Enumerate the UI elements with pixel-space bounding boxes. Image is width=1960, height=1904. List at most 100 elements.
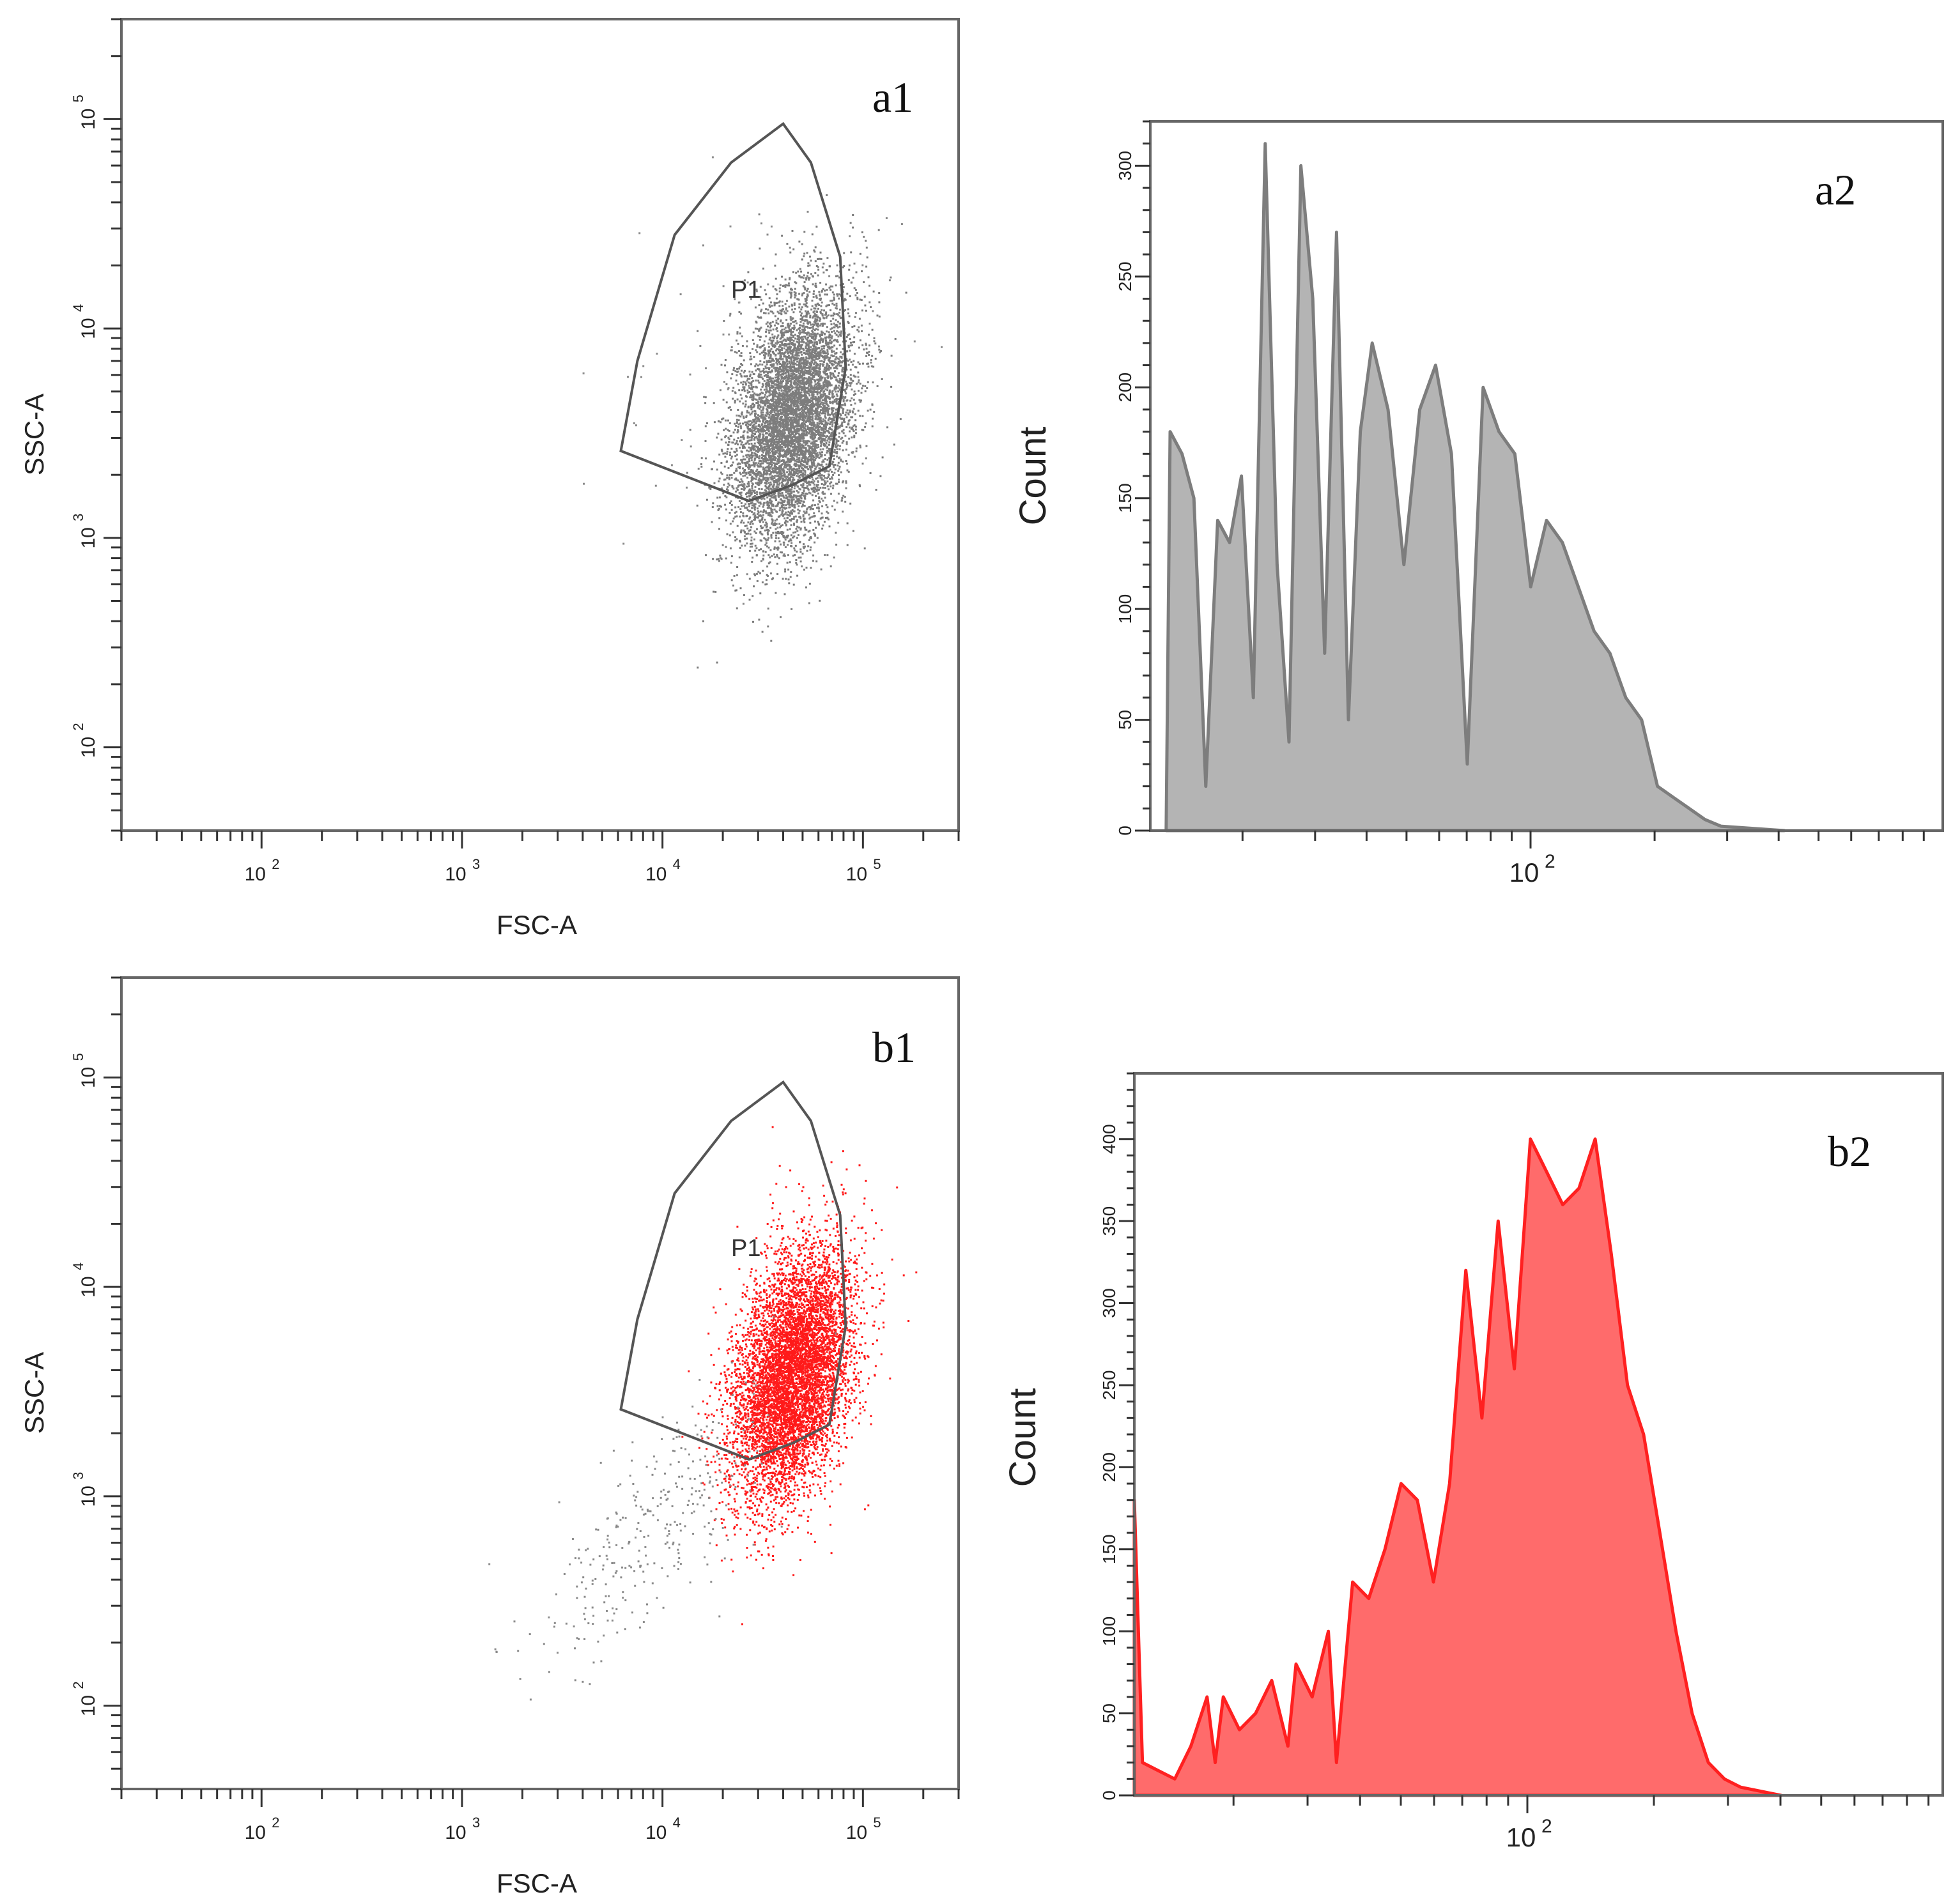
a1-event-P1-1440 [772, 441, 775, 444]
a1-event-P1-4485 [776, 376, 778, 379]
a1-event-P1-1233 [833, 293, 835, 296]
a1-event-P1-1549 [759, 501, 762, 503]
a1-event-P1-933 [819, 397, 821, 399]
a1-event-P1-4906 [781, 505, 783, 507]
a1-event-P1-326 [740, 363, 743, 365]
a1-event-P1-3752 [750, 396, 753, 399]
a1-event-P1-2713 [842, 266, 844, 268]
a1-event-P1-4805 [809, 314, 812, 317]
a1-event-P1-630 [769, 387, 772, 389]
a1-event-P1-4635 [774, 450, 776, 453]
a1-event-P1-1420 [767, 459, 769, 462]
a1-event-P1-2804 [809, 256, 811, 258]
a1-event-P1-3198 [832, 415, 835, 418]
a1-event-P1-230 [760, 376, 763, 379]
a1-event-P1-3422 [837, 326, 839, 329]
a1-event-P1-105 [787, 450, 790, 453]
a1-event-P1-4784 [822, 351, 824, 354]
a1-event-P1-4507 [766, 412, 769, 415]
a1-event-P1-3550 [792, 453, 794, 456]
a1-event-P1-3229 [737, 466, 740, 468]
a1-event-P1-3 [727, 482, 730, 485]
a1-event-P1-815 [766, 402, 769, 404]
a1-event-P1-2560 [755, 363, 758, 365]
a1-event-P1-4665 [736, 463, 739, 466]
a1-event-P1-1993 [866, 351, 868, 354]
a1-event-P1-1984 [730, 477, 733, 479]
a1-event-P1-2684 [765, 371, 768, 372]
a1-event-P1-1918 [840, 404, 843, 406]
a1-event-P1-4504 [828, 418, 830, 420]
a1-event-P1-1579 [749, 424, 752, 426]
a1-event-P1-3455 [753, 585, 755, 588]
a1-event-P1-2237 [767, 353, 769, 355]
a1-event-P1-4527 [769, 470, 771, 472]
a1-event-P1-4440 [785, 344, 788, 347]
a1-event-P1-2661 [748, 440, 750, 442]
a1-event-P1-4233 [739, 400, 741, 403]
a1-event-P1-2152 [791, 505, 794, 507]
a1-event-P1-4300 [776, 472, 778, 475]
a1-event-P1-1759 [796, 472, 799, 475]
a1-event-P1-4526 [821, 399, 824, 401]
a1-event-P1-3143 [727, 448, 729, 450]
a1-event-P1-2811 [765, 330, 768, 333]
a1-event-P1-2736 [802, 366, 805, 369]
a1-event-P1-778 [763, 361, 766, 364]
a1-event-P1-3040 [831, 476, 833, 479]
a1-event-P1-3896 [757, 516, 759, 519]
a1-event-P1-1908 [843, 417, 845, 420]
a1-event-P1-2178 [782, 456, 784, 458]
a1-event-P1-2994 [810, 346, 812, 348]
a1-event-P1-3247 [737, 409, 739, 411]
a1-event-P1-495 [815, 484, 818, 486]
a1-event-P1-4838 [858, 330, 860, 333]
a1-event-P1-4965 [855, 447, 858, 450]
a1-event-P1-3841 [828, 432, 831, 434]
a1-event-P1-808 [801, 410, 803, 413]
a1-event-P1-1497 [794, 288, 796, 290]
a1-event-P1-2507 [826, 376, 829, 379]
a1-event-P1-4782 [794, 292, 797, 295]
a1-event-P1-1109 [808, 365, 810, 367]
a1-event-P1-2366 [728, 476, 730, 479]
a1-event-P1-2639 [781, 440, 783, 442]
a1-event-P1-724 [819, 311, 822, 313]
a1-event-P1-1861 [801, 457, 804, 459]
a1-event-P1-2145 [721, 544, 724, 546]
a1-event-P1-1721 [833, 399, 836, 401]
a1-event-P1-296 [756, 344, 759, 346]
a1-event-P1-3873 [795, 272, 798, 274]
a1-event-P1-4174 [779, 366, 782, 368]
a1-event-P1-458 [762, 492, 764, 495]
a1-event-P1-2019 [864, 390, 867, 392]
a1-event-P1-312 [827, 512, 830, 514]
a1-event-P1-2196 [723, 429, 725, 431]
a1-event-P1-3819 [835, 532, 837, 534]
a1-event-P1-867 [765, 293, 768, 296]
a1-event-P1-4959 [824, 482, 827, 484]
a1-event-P1-4506 [840, 316, 842, 319]
a1-event-P1-4437 [810, 461, 813, 464]
a1-event-P1-1415 [830, 323, 833, 326]
a1-event-P1-2262 [780, 404, 783, 406]
a1-event-P1-2928 [767, 381, 769, 383]
a1-event-P1-1366 [803, 231, 806, 233]
a1-event-P1-2071 [781, 381, 783, 383]
a1-event-P1-1802 [720, 364, 723, 366]
a1-event-P1-2457 [800, 391, 803, 394]
a1-event-P1-732 [806, 296, 808, 299]
a1-event-P1-2645 [818, 374, 821, 376]
a1-event-P1-1733 [833, 395, 836, 398]
a1-event-P1-3298 [838, 474, 840, 477]
a1-event-P1-1291 [716, 505, 719, 507]
a1-event-P1-881 [741, 505, 743, 507]
a1-event-P1-718 [757, 368, 759, 370]
a1-event-P1-3149 [749, 420, 752, 422]
a1-event-P1-1659 [785, 367, 787, 369]
a1-event-P1-2144 [787, 476, 789, 478]
a1-event-P1-4195 [778, 393, 781, 395]
a1-event-P1-2148 [850, 404, 853, 406]
a1-event-P1-3306 [740, 521, 743, 524]
